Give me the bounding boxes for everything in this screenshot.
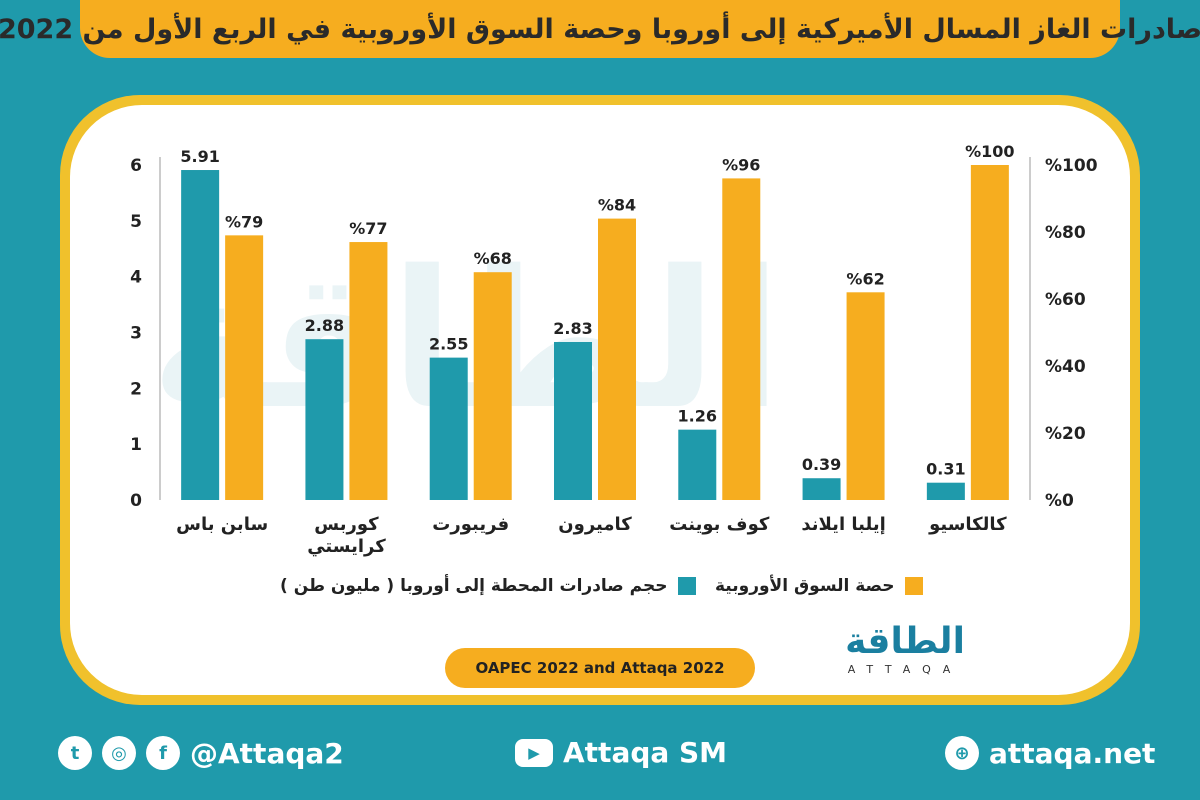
share-bar [722, 178, 761, 500]
logo-latin: ATTAQA [847, 663, 963, 676]
attaqa-logo: الطاقة ATTAQA [815, 622, 995, 684]
youtube-channel[interactable]: Attaqa SM [563, 736, 728, 769]
share-data-label: %100 [965, 142, 1014, 161]
website-link[interactable]: attaqa.net [989, 736, 1156, 770]
share-bar [349, 242, 388, 501]
volume-bar [429, 357, 468, 500]
category-label: كالكاسيو [928, 514, 1007, 535]
category-label: كوف بوينت [669, 514, 770, 535]
volume-data-label: 0.31 [926, 460, 965, 479]
category-label: سابن باس [176, 514, 268, 535]
right-tick-label: %40 [1045, 357, 1086, 377]
right-tick-label: %0 [1045, 491, 1074, 511]
volume-bar [802, 478, 841, 500]
volume-bar [305, 339, 344, 500]
share-data-label: %79 [225, 212, 263, 231]
source-text: OAPEC 2022 and Attaqa 2022 [475, 659, 725, 677]
share-bar [970, 165, 1009, 500]
share-data-label: %84 [598, 196, 636, 215]
share-data-label: %96 [722, 155, 760, 174]
right-tick-label: %20 [1045, 424, 1086, 444]
volume-data-label: 1.26 [678, 407, 717, 426]
twitter-icon[interactable]: t [58, 736, 92, 770]
right-tick-label: %100 [1045, 156, 1098, 176]
share-data-label: %68 [474, 249, 512, 268]
share-data-label: %62 [846, 269, 884, 288]
left-tick-label: 0 [130, 491, 142, 511]
volume-bar [554, 341, 592, 500]
legend-volume: حجم صادرات المحطة إلى أوروبا ( مليون طن … [280, 576, 696, 596]
legend-volume-swatch [677, 577, 696, 595]
footer-youtube[interactable]: ▶ Attaqa SM [515, 736, 727, 769]
legend-share-label: حصة السوق الأوروبية [715, 576, 895, 596]
volume-data-label: 2.88 [305, 316, 344, 335]
facebook-icon[interactable]: f [146, 736, 180, 770]
volume-data-label: 0.39 [802, 455, 841, 474]
left-tick-label: 4 [130, 268, 142, 288]
legend-share: حصة السوق الأوروبية [715, 576, 923, 596]
left-tick-label: 3 [130, 324, 142, 344]
volume-data-label: 2.55 [429, 335, 468, 354]
category-label: إيلبا ايلاند [801, 514, 885, 535]
left-tick-label: 2 [130, 379, 142, 399]
volume-data-label: 5.91 [180, 147, 219, 166]
youtube-icon[interactable]: ▶ [515, 738, 553, 767]
source-badge: OAPEC 2022 and Attaqa 2022 [445, 648, 755, 688]
social-handle[interactable]: @Attaqa2 [190, 736, 344, 770]
volume-bar [678, 429, 717, 500]
category-label: كوربس [314, 514, 379, 535]
left-tick-label: 5 [130, 212, 142, 232]
volume-bar [926, 482, 965, 500]
share-data-label: %77 [349, 219, 387, 238]
share-bar [846, 292, 885, 500]
left-tick-label: 6 [130, 156, 142, 176]
volume-data-label: 2.83 [553, 319, 592, 338]
right-tick-label: %60 [1045, 290, 1086, 310]
volume-bar [181, 170, 220, 500]
category-label: فريبورت [432, 514, 509, 535]
legend-share-swatch [904, 577, 923, 595]
share-bar [598, 218, 636, 500]
page-title: صادرات الغاز المسال الأميركية إلى أوروبا… [0, 13, 1200, 45]
logo-arabic: الطاقة [845, 621, 965, 662]
category-label: كرايستي [307, 536, 386, 557]
share-bar [473, 272, 512, 500]
footer-website[interactable]: ⊕ attaqa.net [945, 736, 1155, 770]
instagram-icon[interactable]: ◎ [102, 736, 136, 770]
share-bar [225, 235, 264, 500]
left-tick-label: 1 [130, 435, 142, 455]
globe-icon[interactable]: ⊕ [945, 736, 979, 770]
right-tick-label: %80 [1045, 223, 1086, 243]
legend-volume-label: حجم صادرات المحطة إلى أوروبا ( مليون طن … [280, 576, 668, 596]
category-label: كاميرون [558, 514, 632, 535]
title-bar: صادرات الغاز المسال الأميركية إلى أوروبا… [0, 0, 1200, 58]
footer-social[interactable]: t ◎ f @Attaqa2 [58, 736, 344, 770]
